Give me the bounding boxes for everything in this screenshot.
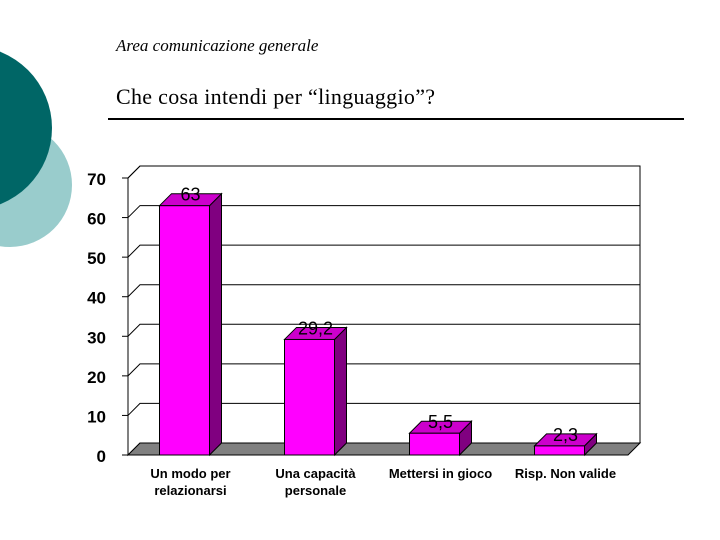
title-underline [108, 118, 684, 120]
y-tick-label: 20 [87, 368, 106, 387]
gridline [127, 402, 640, 416]
gridline [127, 165, 640, 179]
y-tick-label: 60 [87, 210, 106, 229]
x-category-label: relazionarsi [154, 483, 226, 498]
y-tick-label: 0 [97, 447, 106, 466]
question-title: Che cosa intendi per “linguaggio”? [116, 84, 436, 109]
bar-value-label: 2,3 [553, 425, 578, 445]
x-category-label: Una capacità [275, 466, 356, 481]
y-tick-label: 70 [87, 170, 106, 189]
gridline [127, 363, 640, 377]
y-tick-label: 50 [87, 249, 106, 268]
bar-value-label: 29,2 [298, 318, 333, 338]
bar [284, 338, 335, 456]
bar-side [334, 326, 347, 457]
bar-value-label: 5,5 [428, 412, 453, 432]
x-category-label: Mettersi in gioco [389, 466, 492, 481]
x-category-label: Un modo per [150, 466, 230, 481]
decorative-circles [0, 51, 72, 247]
y-tick-label: 40 [87, 289, 106, 308]
gridline [127, 244, 640, 258]
gridline [127, 323, 640, 337]
decor-circle-dark [0, 51, 52, 205]
x-category-label: Risp. Non valide [515, 466, 616, 481]
x-category-label: personale [285, 483, 346, 498]
gridline [127, 284, 640, 298]
gridline [127, 205, 640, 218]
bar-value-label: 63 [180, 185, 200, 205]
y-tick-label: 10 [87, 407, 106, 426]
bar [409, 432, 460, 456]
section-title: Area comunicazione generale [116, 36, 319, 55]
plot-floor [126, 442, 642, 456]
bar [534, 445, 585, 456]
bar-side [209, 192, 222, 457]
y-tick-label: 30 [87, 328, 106, 347]
bar [159, 205, 210, 456]
